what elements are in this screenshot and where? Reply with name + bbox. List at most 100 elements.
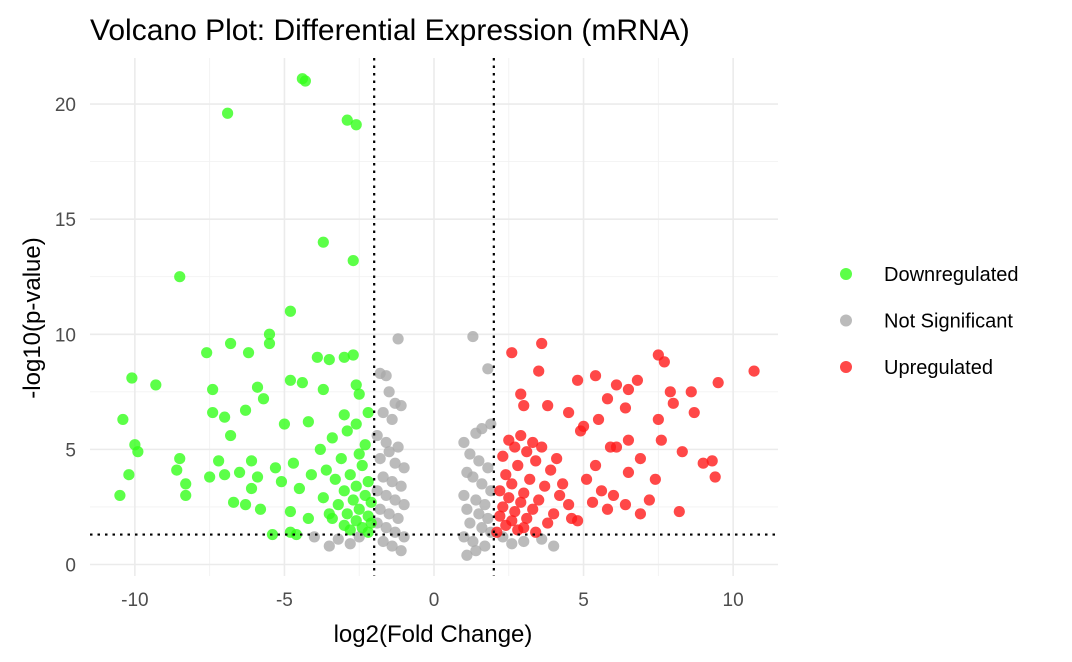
data-point	[571, 515, 584, 527]
data-point	[458, 489, 470, 502]
data-point	[332, 499, 344, 511]
data-point	[386, 540, 398, 552]
data-point	[341, 508, 353, 520]
data-point	[527, 503, 539, 515]
data-point	[464, 448, 476, 460]
data-point	[479, 499, 491, 511]
data-point	[257, 393, 270, 405]
data-point	[344, 538, 356, 550]
data-point	[269, 462, 282, 474]
data-point	[748, 365, 760, 377]
data-point	[362, 526, 374, 538]
data-point	[542, 400, 554, 412]
data-point	[706, 455, 718, 467]
data-point	[619, 499, 632, 511]
data-point	[473, 455, 485, 467]
data-point	[341, 425, 353, 437]
data-point	[323, 540, 335, 552]
data-point	[338, 485, 350, 497]
data-point	[305, 469, 317, 481]
data-point	[557, 478, 569, 490]
data-point	[595, 485, 608, 497]
data-point	[233, 466, 246, 478]
data-point	[467, 471, 479, 483]
data-point	[509, 441, 521, 453]
data-point	[518, 400, 530, 412]
data-point	[491, 526, 503, 538]
data-point	[530, 526, 542, 538]
data-point	[377, 406, 389, 419]
data-point	[548, 508, 560, 520]
data-point	[117, 413, 129, 426]
data-point	[622, 466, 635, 478]
data-point	[458, 436, 470, 449]
data-point	[362, 476, 374, 488]
legend-label: Downregulated	[884, 264, 1019, 286]
data-point	[204, 471, 216, 483]
data-point	[347, 494, 359, 506]
data-point	[497, 450, 509, 462]
data-point	[515, 429, 527, 442]
y-axis-title: -log10(p-value)	[19, 237, 46, 398]
data-point	[227, 496, 240, 508]
data-point	[356, 459, 368, 472]
data-point	[712, 377, 724, 389]
data-point	[114, 489, 126, 502]
data-point	[649, 473, 661, 485]
data-point	[338, 351, 350, 363]
data-point	[524, 473, 536, 485]
chart-title: Volcano Plot: Differential Expression (m…	[90, 14, 690, 47]
data-point	[251, 381, 264, 393]
data-point	[482, 512, 494, 525]
data-point	[392, 333, 404, 345]
data-point	[311, 351, 323, 363]
data-point	[589, 459, 602, 472]
data-point	[592, 413, 605, 426]
data-point	[631, 374, 644, 386]
data-point	[482, 363, 494, 375]
data-point	[326, 432, 338, 444]
data-point	[213, 455, 225, 467]
data-point	[180, 478, 192, 490]
data-point	[174, 271, 186, 283]
y-tick-label: 15	[55, 210, 76, 231]
data-point	[224, 429, 237, 442]
data-point	[284, 505, 297, 518]
y-tick-label: 5	[65, 440, 76, 461]
data-point	[275, 476, 288, 488]
data-point	[548, 540, 560, 552]
data-point	[398, 531, 410, 543]
data-point	[685, 386, 697, 398]
data-point	[601, 393, 614, 405]
data-point	[643, 494, 655, 506]
data-point	[688, 406, 700, 419]
data-point	[371, 429, 383, 442]
data-point	[509, 505, 521, 518]
x-tick-label: -10	[121, 590, 148, 611]
legend-swatch	[840, 314, 852, 327]
data-point	[332, 533, 344, 545]
data-point	[383, 446, 395, 458]
data-point	[461, 549, 473, 561]
data-point	[497, 501, 509, 513]
data-point	[245, 455, 258, 467]
data-point	[383, 386, 395, 398]
data-point	[251, 471, 264, 483]
axis-ticks: -10 -5 0 5 10 0 5 10 15 20	[55, 95, 744, 611]
data-point	[476, 478, 488, 490]
data-point	[512, 459, 524, 472]
data-point	[386, 413, 398, 426]
x-tick-label: -5	[276, 590, 293, 611]
data-point	[482, 462, 494, 474]
data-point	[589, 370, 602, 382]
data-point	[219, 411, 231, 423]
data-point	[392, 512, 404, 525]
data-point	[622, 434, 635, 446]
data-point	[201, 347, 213, 359]
data-point	[563, 406, 575, 419]
data-point	[359, 439, 371, 451]
data-point	[610, 441, 623, 453]
data-point	[350, 480, 362, 492]
data-point	[533, 494, 545, 506]
data-point	[317, 236, 329, 248]
